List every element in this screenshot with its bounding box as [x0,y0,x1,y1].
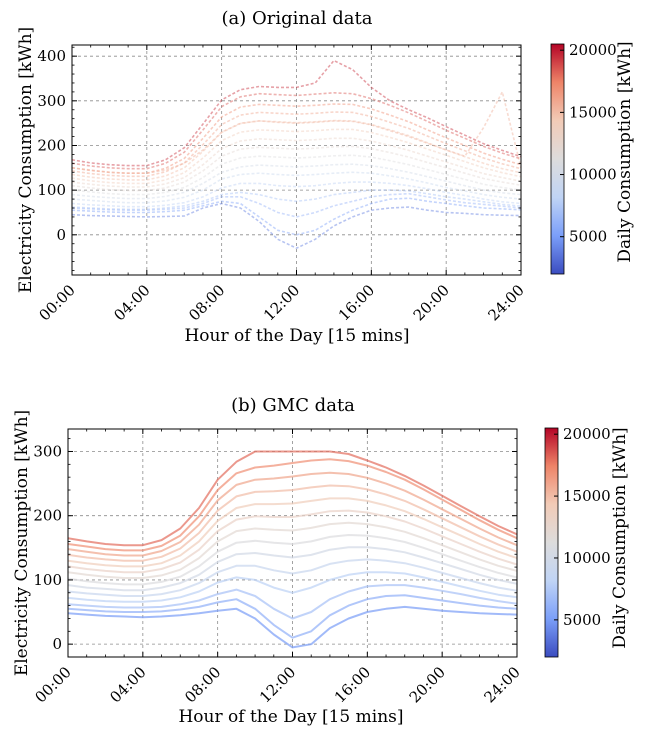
x-tick-label: 04:00 [106,663,149,706]
panel-b-colorbar-label: Daily Consumption [kWh] [610,427,630,648]
x-tick-label: 12:00 [256,663,299,706]
series-line [72,163,521,200]
series-line [72,197,521,236]
panel-b-y-axis-label: Electricity Consumption [kWh] [12,410,32,676]
y-tick-label: 200 [33,507,62,525]
panel-original: (a) Original data 0 100 200 300 400 00:00 04:… [16,8,635,346]
panel-b-x-ticks: 00:00 04:00 08:00 12:00 16:00 20:00 24:00 [32,429,524,706]
series-line [72,92,521,170]
colorbar-tick-label: 15000 [569,103,617,121]
y-tick-label: 300 [33,442,62,460]
x-tick-label: 24:00 [485,281,528,324]
y-tick-label: 0 [52,635,62,653]
series-line [68,546,517,592]
panel-a-lines [72,59,521,249]
colorbar-tick-label: 15000 [563,487,611,505]
x-tick-label: 20:00 [410,281,453,324]
colorbar-tick-label: 20000 [569,41,617,59]
series-line [68,594,517,639]
y-tick-label: 0 [56,226,66,244]
colorbar-tick-label: 20000 [563,425,611,443]
x-tick-label: 16:00 [335,281,378,324]
series-line [72,91,521,174]
series-line [72,128,521,185]
panel-a-y-axis-label: Electricity Consumption [kWh] [16,27,36,293]
series-line [68,558,517,597]
series-line [72,192,521,218]
series-line [68,471,517,557]
panel-b-lines [68,450,517,649]
x-tick-label: 04:00 [110,281,153,324]
panel-a-colorbar-label: Daily Consumption [kWh] [615,41,635,262]
series-line [72,103,521,174]
series-line [68,497,517,568]
panel-b-title: (b) GMC data [231,395,355,416]
series-line [72,119,521,181]
series-line [68,605,517,649]
series-line [68,584,517,620]
y-tick-label: 200 [37,136,66,154]
series-line [72,111,521,178]
y-tick-label: 300 [37,92,66,110]
panel-gmc: (b) GMC data 0 100 200 300 00:00 04:00 08:00 1… [12,395,630,727]
y-tick-label: 400 [37,47,66,65]
series-line [68,458,517,552]
x-tick-label: 00:00 [32,663,75,706]
series-line [72,145,521,192]
panel-b-colorbar-ticks: 5000 10000 15000 20000 [554,425,611,629]
series-line [72,154,521,196]
x-tick-label: 16:00 [331,663,374,706]
series-line [68,521,517,579]
series-line [68,450,517,547]
colorbar-tick-label: 5000 [569,228,607,246]
colorbar-tick-label: 5000 [563,611,601,629]
panel-b-colorbar [544,427,559,658]
panel-a-x-axis-label: Hour of the Day [15 mins] [184,326,409,346]
panel-a-y-ticks: 0 100 200 300 400 [37,46,521,271]
x-tick-label: 08:00 [181,663,224,706]
colorbar-tick-label: 10000 [563,549,611,567]
x-tick-label: 08:00 [185,281,228,324]
panel-a-colorbar-ticks: 5000 10000 15000 20000 [560,41,617,246]
y-tick-label: 100 [33,571,62,589]
panel-b-y-ticks: 0 100 200 300 [33,438,517,658]
panel-a-title: (a) Original data [222,8,373,29]
panel-b-x-axis-label: Hour of the Day [15 mins] [178,707,403,727]
series-line [72,202,521,249]
series-line [68,571,517,603]
x-tick-label: 00:00 [36,281,79,324]
panel-a-grid [72,45,521,275]
series-line [72,171,521,204]
x-tick-label: 20:00 [406,663,449,706]
series-line [68,509,517,574]
y-tick-label: 100 [37,181,66,199]
series-line [72,189,521,211]
x-tick-label: 12:00 [260,281,303,324]
x-tick-label: 24:00 [481,663,524,706]
series-line [72,59,521,167]
series-line [68,484,517,562]
series-line [72,137,521,188]
colorbar-tick-label: 10000 [569,166,617,184]
series-line [68,534,517,586]
panel-a-colorbar [550,43,565,275]
